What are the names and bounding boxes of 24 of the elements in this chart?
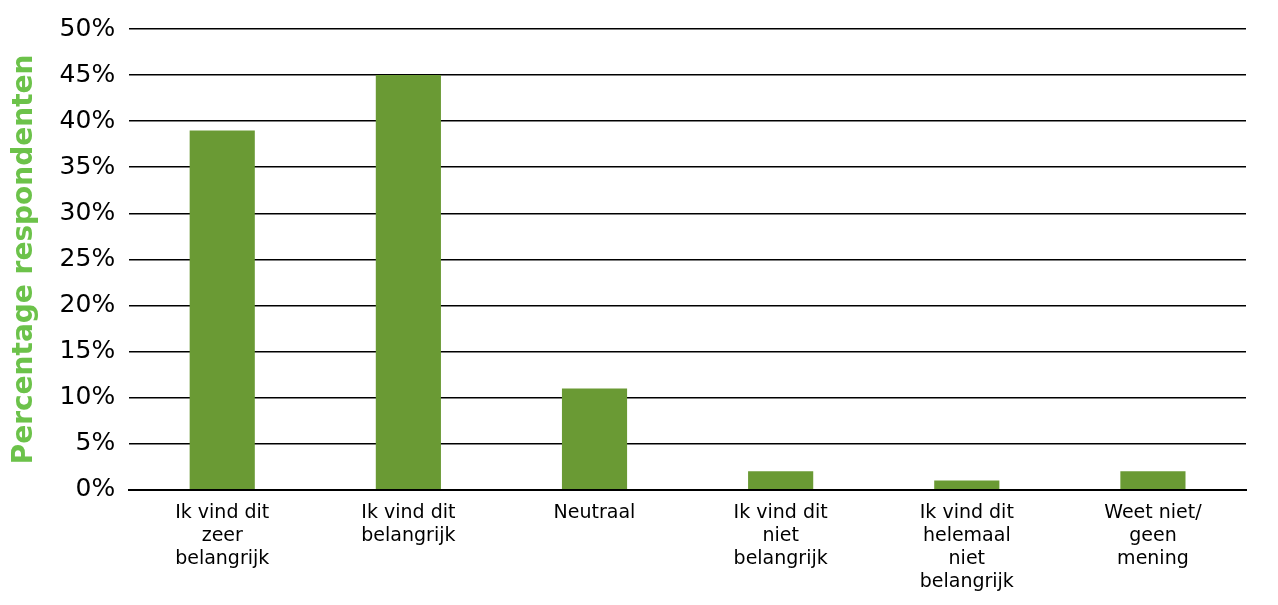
y-tick-label: 50% <box>59 12 116 42</box>
y-tick-label: 15% <box>59 335 116 365</box>
bar <box>934 480 1000 490</box>
x-tick-label: Ik vind dit zeer belangrijk <box>175 500 270 568</box>
y-tick-label: 25% <box>59 242 116 272</box>
y-tick-label: 30% <box>59 196 116 226</box>
y-tick-label: 40% <box>59 104 116 134</box>
bar <box>561 388 628 490</box>
y-tick-label: 10% <box>59 381 116 411</box>
bar <box>189 130 255 490</box>
x-tick-label: Weet niet/ geen mening <box>1104 500 1203 568</box>
x-tick-label: Neutraal <box>553 500 636 523</box>
y-tick-label: 20% <box>59 288 116 318</box>
y-tick-label: 35% <box>59 150 116 180</box>
x-tick-label: Ik vind dit belangrijk <box>361 500 456 545</box>
x-tick-label: Ik vind dit niet belangrijk <box>733 500 828 568</box>
y-tick-label: 5% <box>75 427 116 457</box>
bar <box>1120 471 1186 490</box>
x-tick-label: Ik vind dit helemaal niet belangrijk <box>919 500 1014 591</box>
bar <box>375 75 441 490</box>
y-axis-title: Percentage respondenten <box>6 54 40 465</box>
bar <box>748 471 814 490</box>
y-tick-label: 0% <box>75 473 116 503</box>
y-tick-label: 45% <box>59 58 116 88</box>
